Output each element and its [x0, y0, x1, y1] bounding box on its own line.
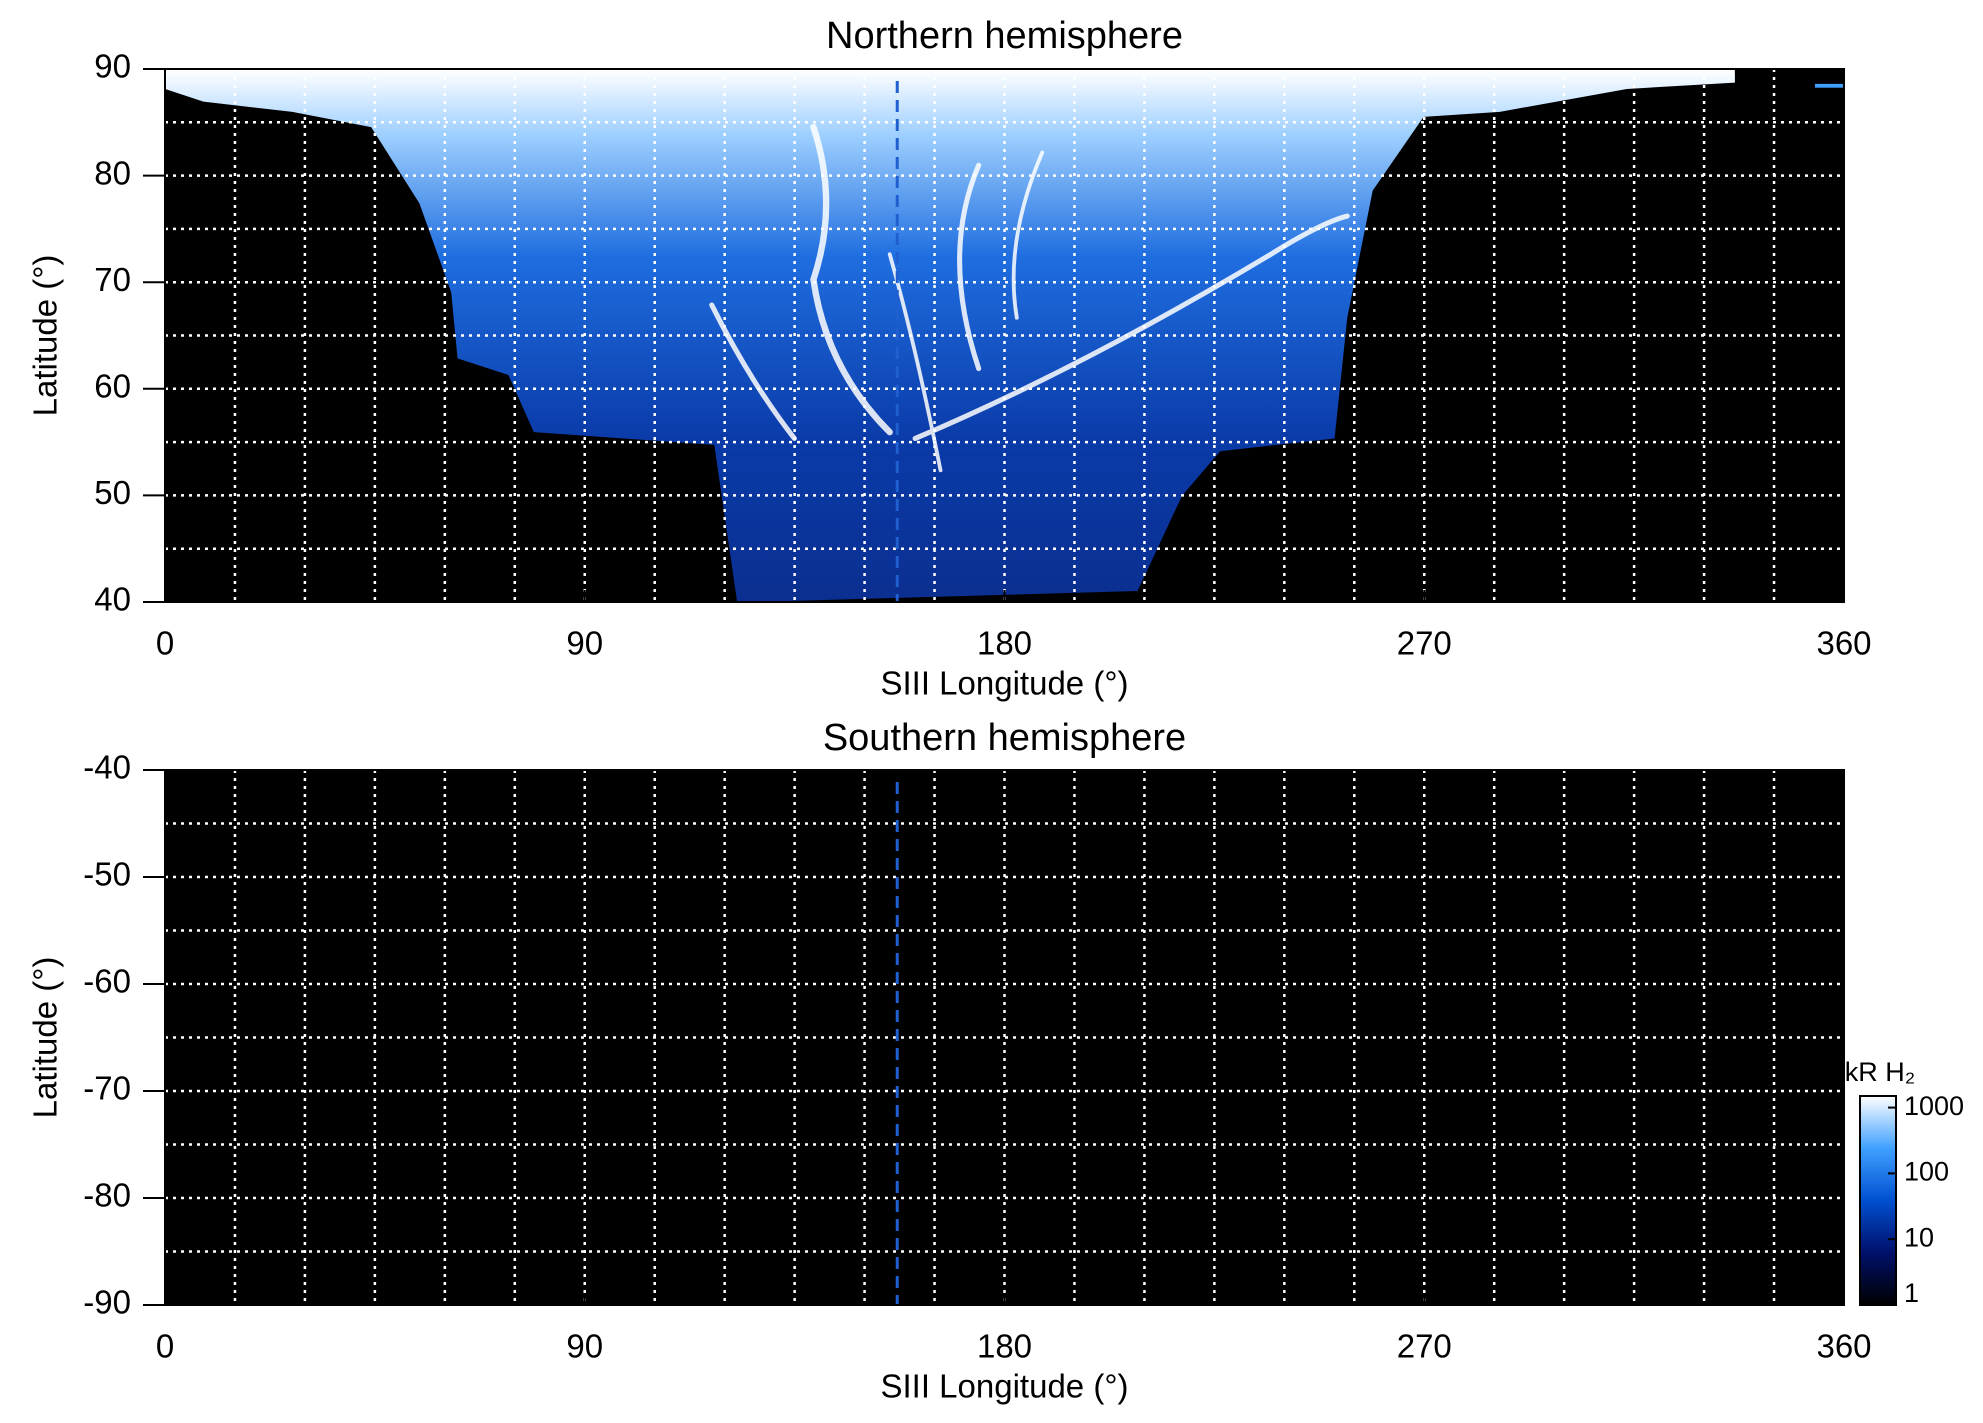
colorbar-tick-label: 100 — [1904, 1157, 1949, 1187]
x-axis-label: SIII Longitude (°) — [881, 665, 1129, 702]
x-tick-label: 180 — [977, 1328, 1032, 1365]
y-tick-label: 60 — [94, 368, 131, 405]
x-tick-label: 90 — [566, 1328, 603, 1365]
x-tick-label: 0 — [156, 625, 174, 662]
y-tick-label: 70 — [94, 261, 131, 298]
y-tick-label: -40 — [83, 749, 131, 786]
colorbar-tick-label: 1000 — [1904, 1091, 1964, 1121]
colorbar-tick-label: 10 — [1904, 1222, 1934, 1252]
x-tick-label: 0 — [156, 1328, 174, 1365]
x-tick-label: 270 — [1397, 1328, 1452, 1365]
x-tick-label: 360 — [1816, 1328, 1871, 1365]
colorbar-tick-label: 1 — [1904, 1278, 1919, 1308]
x-tick-label: 180 — [977, 625, 1032, 662]
y-tick-label: 50 — [94, 474, 131, 511]
x-tick-label: 360 — [1816, 625, 1871, 662]
colorbar-label: kR H₂ — [1845, 1057, 1915, 1087]
colorbar — [1859, 1095, 1897, 1306]
y-tick-label: 40 — [94, 581, 131, 618]
y-tick-label: -70 — [83, 1070, 131, 1107]
x-axis-label: SIII Longitude (°) — [881, 1368, 1129, 1405]
y-axis-label: Latitude (°) — [27, 255, 64, 417]
y-tick-label: 80 — [94, 154, 131, 191]
y-tick-label: -80 — [83, 1177, 131, 1214]
y-tick-label: -90 — [83, 1284, 131, 1321]
y-tick-label: -60 — [83, 963, 131, 1000]
x-tick-label: 270 — [1397, 625, 1452, 662]
chart-title: Southern hemisphere — [823, 717, 1186, 759]
y-axis-label: Latitude (°) — [27, 957, 64, 1119]
x-tick-label: 90 — [566, 625, 603, 662]
y-tick-label: 90 — [94, 48, 131, 85]
y-tick-label: -50 — [83, 856, 131, 893]
chart-title: Northern hemisphere — [826, 15, 1183, 57]
